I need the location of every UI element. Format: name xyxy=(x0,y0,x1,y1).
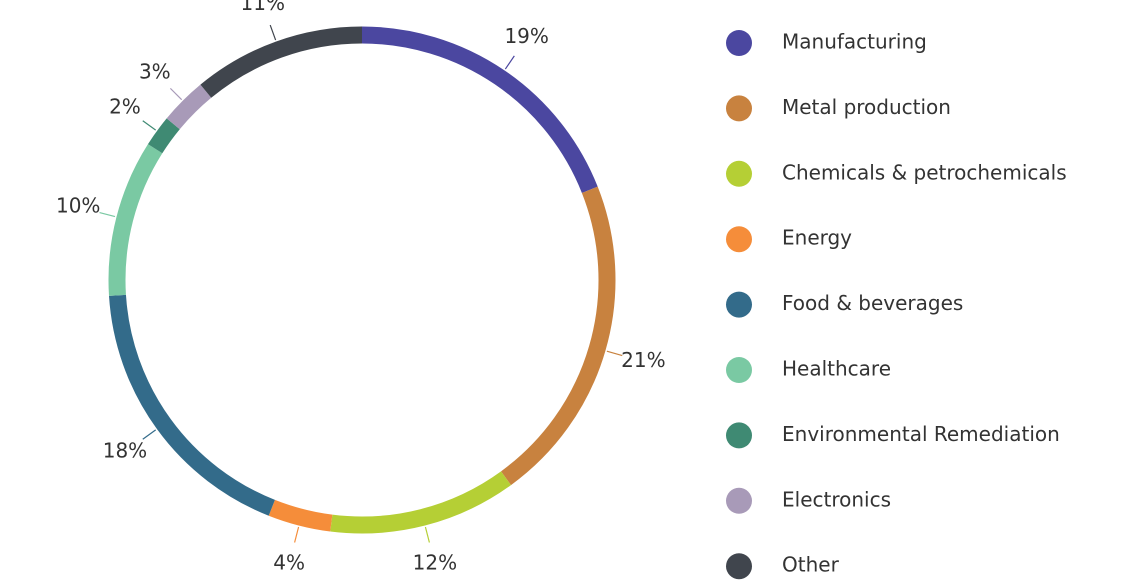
legend-label: Metal production xyxy=(782,95,951,119)
legend-swatch xyxy=(726,422,752,449)
legend-label: Manufacturing xyxy=(782,30,927,54)
donut-segment xyxy=(200,26,363,98)
legend-swatch xyxy=(726,553,752,580)
leader-line xyxy=(142,429,157,440)
leader-line xyxy=(606,350,623,357)
leader-line xyxy=(424,526,430,543)
leader-line xyxy=(294,526,300,543)
data-label: 10% xyxy=(56,194,100,218)
data-label: 21% xyxy=(621,348,665,372)
legend-label: Environmental Remediation xyxy=(782,422,1060,446)
donut-segment xyxy=(108,144,163,296)
data-label: 2% xyxy=(109,94,141,118)
legend-label: Healthcare xyxy=(782,357,891,381)
legend-swatch xyxy=(726,487,752,514)
leader-line xyxy=(504,55,515,70)
leader-line xyxy=(169,87,183,101)
donut-segment xyxy=(501,186,616,486)
data-label: 18% xyxy=(103,439,147,463)
leader-line xyxy=(269,24,277,41)
data-label: 3% xyxy=(139,59,171,83)
data-label: 4% xyxy=(273,550,305,574)
donut-segment xyxy=(268,499,333,532)
leader-line xyxy=(99,212,116,218)
donut-segment xyxy=(109,294,275,516)
data-label: 11% xyxy=(241,0,285,15)
data-label: 19% xyxy=(504,24,548,48)
legend-label: Food & beverages xyxy=(782,291,963,315)
donut-segment xyxy=(361,26,598,193)
legend-label: Electronics xyxy=(782,487,891,511)
donut-segment xyxy=(330,471,512,534)
leader-line xyxy=(142,120,157,131)
legend-swatch xyxy=(726,160,752,187)
legend-label: Energy xyxy=(782,226,852,250)
legend-swatch xyxy=(726,357,752,383)
legend-label: Other xyxy=(782,553,840,577)
donut-segment xyxy=(166,84,212,130)
donut-segment xyxy=(147,118,180,154)
legend-label: Chemicals & petrochemicals xyxy=(782,160,1067,184)
legend-swatch xyxy=(726,30,752,56)
data-label: 12% xyxy=(413,550,457,574)
legend-swatch xyxy=(726,95,752,122)
legend-swatch xyxy=(726,291,752,318)
legend-swatch xyxy=(726,226,752,253)
